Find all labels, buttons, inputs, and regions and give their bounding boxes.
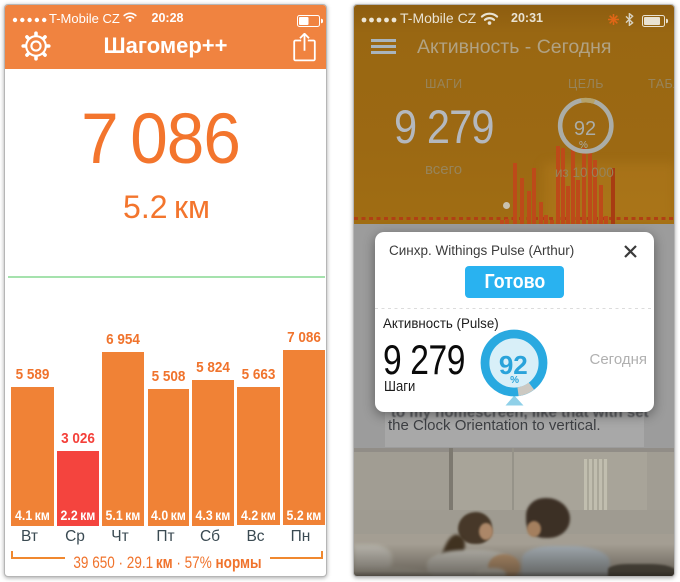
svg-text:92: 92 [499,349,528,379]
svg-text:92: 92 [573,118,595,140]
svg-text:%: % [579,140,588,151]
svg-text:%: % [510,375,519,386]
